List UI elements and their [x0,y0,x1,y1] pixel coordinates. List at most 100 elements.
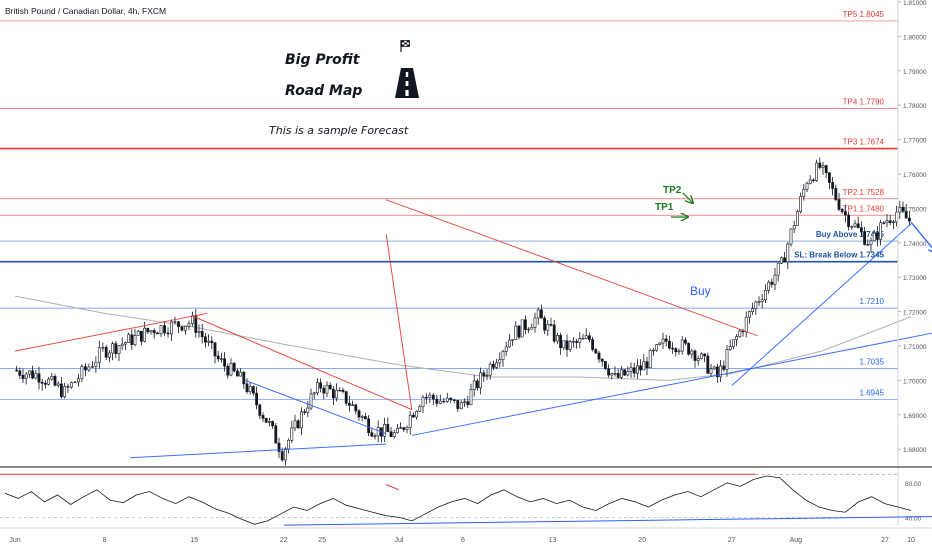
candle-body [347,402,351,406]
y-tick-label: 1.69000 [903,413,927,420]
candle-body [73,381,77,384]
candle-body [715,366,719,378]
candle-body [536,309,540,319]
candle-body [367,418,371,433]
x-tick-label: 20 [638,537,646,544]
candle-body [773,274,777,285]
candle-body [191,315,194,324]
trendline [14,312,208,352]
candle-body [80,366,84,380]
candle-body [482,372,486,377]
candle-body [97,347,101,363]
candle-body [533,317,537,328]
candle-body [373,435,377,437]
candle-body [344,391,348,404]
candle-body [220,358,223,360]
candle-body [130,334,134,345]
candle-body [616,373,620,378]
candle-body [184,325,187,331]
candle-body [735,336,739,340]
y-tick-label: 1.76000 [903,172,927,179]
tp1-annotation: TP1 [655,202,674,213]
candle-body [226,365,230,376]
candle-body [328,384,332,390]
candle-body [530,327,534,330]
candle-body [21,375,25,379]
candle-body [648,350,652,369]
candle-body [101,347,105,349]
candle-body [805,182,809,190]
candle-body [882,222,886,224]
candle-body [70,382,73,388]
candle-body [783,257,787,263]
candle-body [173,321,177,323]
candle-body [435,398,439,404]
candle-body [632,367,636,374]
candle-body [847,214,851,227]
candle-body [408,414,412,428]
candle-body [706,355,710,374]
candle-body [520,319,524,338]
candle-body [517,325,521,338]
tp2-arrow [682,192,693,203]
candle-body [264,417,268,423]
candle-body [239,371,243,377]
x-tick-label: Jul [395,537,404,544]
candle-body [751,308,755,312]
candle-body [629,367,633,372]
y-tick-label: 1.68000 [903,447,927,454]
candle-body [623,369,627,376]
candle-body [166,332,170,335]
candle-body [94,361,98,367]
candle-body [127,334,131,343]
candle-body [613,373,617,375]
candle-body [827,172,831,183]
x-tick-label: 27 [881,537,889,544]
candle-body [549,324,553,326]
candle-body [315,382,319,394]
candle-body [658,342,662,345]
candle-body [562,340,566,349]
candle-body [725,349,729,370]
candle-body [850,226,854,228]
candle-body [901,206,905,212]
candle-body [309,393,313,409]
candle-body [170,321,173,335]
candle-body [242,371,246,385]
candle-body [904,211,908,219]
candle-body [431,394,435,400]
x-tick-label: 8 [103,537,107,544]
trendline [130,443,387,459]
candle-body [767,281,771,291]
candle-body [507,339,511,348]
candle-body [299,411,303,429]
candle-body [696,358,700,361]
candle-body [568,341,572,350]
level-label: 1.6945 [860,388,885,397]
candle-body [452,399,456,401]
candle-body [395,428,399,433]
y-tick-label: 1.74000 [903,241,927,248]
candle-body [43,382,47,385]
candle-body [555,335,559,342]
candle-body [671,347,675,350]
candle-body [271,421,275,427]
candle-body [703,353,707,357]
candle-body [351,404,355,406]
candle-body [795,211,799,226]
candle-body [543,317,547,331]
candle-body [527,328,531,331]
candle-body [319,382,323,389]
candle-body [303,411,307,413]
candle-body [34,373,38,379]
candle-body [402,427,406,430]
candle-body [485,374,489,377]
candle-body [104,347,108,358]
symbol-title: British Pound / Canadian Dollar, 4h, FXC… [5,6,166,16]
candle-body [111,343,115,354]
y-tick-label: 1.70000 [903,378,927,385]
candle-body [811,179,815,182]
y-tick-label: 1.71000 [903,344,927,351]
